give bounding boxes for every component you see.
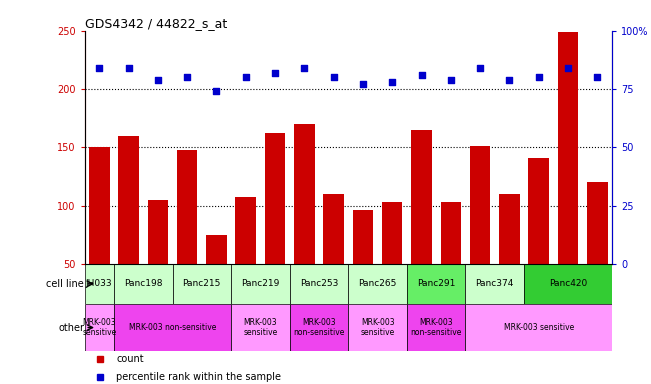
- Text: Panc374: Panc374: [476, 279, 514, 288]
- Text: Panc219: Panc219: [242, 279, 279, 288]
- Bar: [529, 158, 549, 264]
- Text: Panc420: Panc420: [549, 279, 587, 288]
- Bar: [114, 264, 173, 304]
- Bar: [231, 304, 290, 351]
- Point: [211, 88, 221, 94]
- Bar: [353, 210, 373, 264]
- Bar: [465, 304, 612, 351]
- Bar: [173, 264, 231, 304]
- Bar: [348, 264, 407, 304]
- Text: Panc253: Panc253: [300, 279, 338, 288]
- Bar: [148, 200, 168, 264]
- Text: percentile rank within the sample: percentile rank within the sample: [117, 372, 281, 382]
- Bar: [324, 194, 344, 264]
- Point: [299, 65, 310, 71]
- Point: [475, 65, 485, 71]
- Text: MRK-003
non-sensitive: MRK-003 non-sensitive: [411, 318, 462, 337]
- Point: [94, 65, 104, 71]
- Text: Panc291: Panc291: [417, 279, 455, 288]
- Text: Panc265: Panc265: [359, 279, 396, 288]
- Point: [328, 74, 339, 80]
- Text: Panc215: Panc215: [183, 279, 221, 288]
- Bar: [411, 130, 432, 264]
- Point: [445, 76, 456, 83]
- Point: [182, 74, 193, 80]
- Text: count: count: [117, 354, 144, 364]
- Point: [240, 74, 251, 80]
- Bar: [114, 304, 231, 351]
- Point: [358, 81, 368, 88]
- Point: [562, 65, 573, 71]
- Text: GDS4342 / 44822_s_at: GDS4342 / 44822_s_at: [85, 17, 227, 30]
- Bar: [85, 264, 114, 304]
- Bar: [587, 182, 607, 264]
- Bar: [499, 194, 519, 264]
- Bar: [294, 124, 314, 264]
- Bar: [470, 146, 490, 264]
- Bar: [407, 304, 465, 351]
- Point: [533, 74, 544, 80]
- Bar: [231, 264, 290, 304]
- Text: MRK-003
non-sensitive: MRK-003 non-sensitive: [294, 318, 344, 337]
- Bar: [206, 235, 227, 264]
- Bar: [465, 264, 524, 304]
- Text: MRK-003 sensitive: MRK-003 sensitive: [504, 323, 574, 332]
- Bar: [290, 264, 348, 304]
- Text: Panc198: Panc198: [124, 279, 163, 288]
- Bar: [348, 304, 407, 351]
- Text: MRK-003
sensitive: MRK-003 sensitive: [82, 318, 117, 337]
- Bar: [382, 202, 402, 264]
- Bar: [265, 133, 285, 264]
- Bar: [177, 150, 197, 264]
- Point: [504, 76, 514, 83]
- Bar: [236, 197, 256, 264]
- Text: JH033: JH033: [86, 279, 113, 288]
- Point: [152, 76, 163, 83]
- Text: cell line: cell line: [46, 279, 84, 289]
- Bar: [524, 264, 612, 304]
- Point: [387, 79, 397, 85]
- Bar: [89, 147, 109, 264]
- Point: [270, 70, 281, 76]
- Bar: [441, 202, 461, 264]
- Bar: [558, 32, 578, 264]
- Point: [416, 72, 426, 78]
- Point: [123, 65, 134, 71]
- Text: other: other: [58, 323, 84, 333]
- Text: MRK-003
sensitive: MRK-003 sensitive: [361, 318, 395, 337]
- Text: MRK-003
sensitive: MRK-003 sensitive: [243, 318, 277, 337]
- Point: [592, 74, 602, 80]
- Bar: [85, 304, 114, 351]
- Bar: [407, 264, 465, 304]
- Bar: [118, 136, 139, 264]
- Bar: [290, 304, 348, 351]
- Text: MRK-003 non-sensitive: MRK-003 non-sensitive: [129, 323, 216, 332]
